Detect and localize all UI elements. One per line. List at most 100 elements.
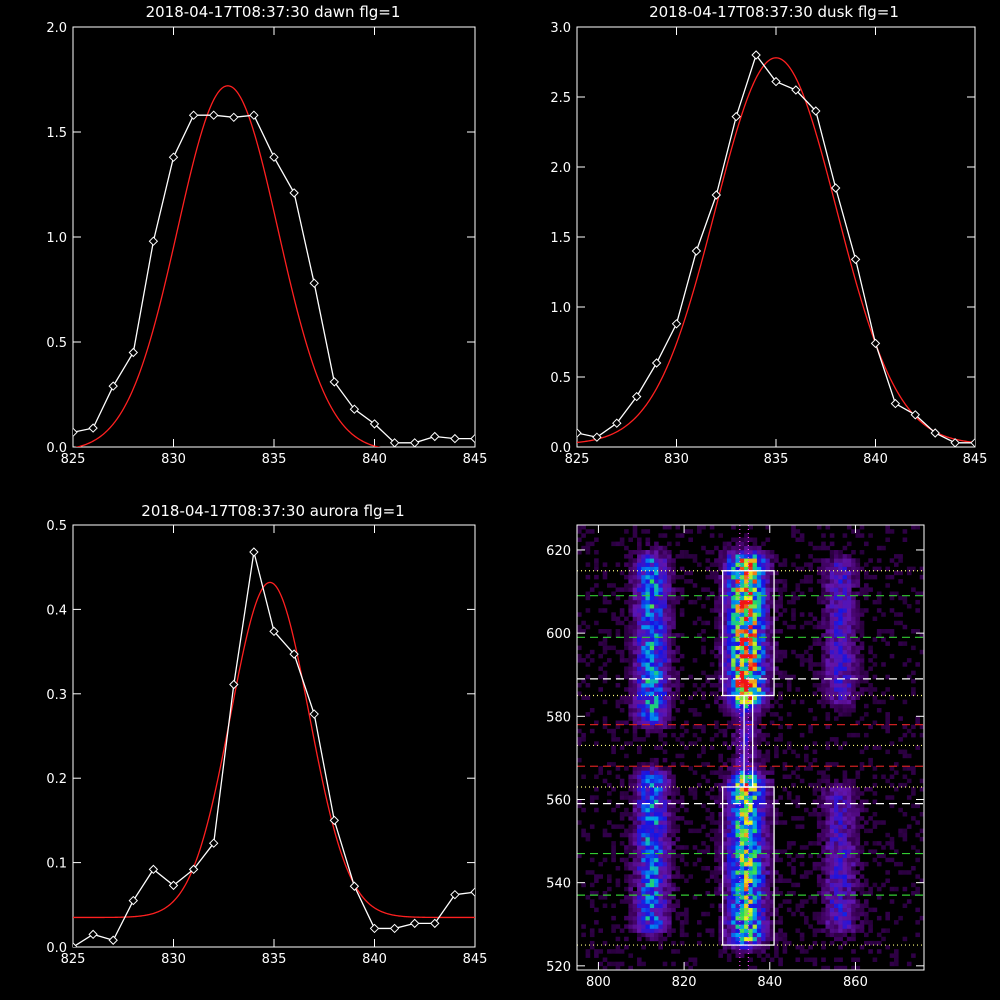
heatmap-cell [838, 599, 843, 605]
heatmap-cell [744, 624, 749, 630]
heatmap-cell [842, 870, 848, 875]
heatmap-cell [881, 928, 886, 933]
heatmap-cell [919, 878, 924, 883]
heatmap-cell [658, 662, 663, 667]
heatmap-cell [744, 836, 749, 842]
heatmap-cell [744, 691, 749, 696]
heatmap-cell [829, 878, 835, 883]
heatmap-cell [821, 541, 826, 547]
heatmap-cell [761, 583, 766, 588]
heatmap-cell [752, 745, 758, 750]
heatmap-cell [829, 891, 835, 896]
heatmap-cell [722, 812, 728, 817]
heatmap-cell [825, 907, 831, 913]
heatmap-cell [649, 695, 655, 700]
heatmap-cell [846, 595, 852, 601]
heatmap-cell [774, 616, 779, 621]
heatmap-cell [752, 803, 758, 809]
heatmap-cell [739, 562, 745, 567]
heatmap-cell [838, 849, 843, 854]
heatmap-cell [744, 604, 749, 609]
heatmap-cell [598, 641, 603, 646]
heatmap-cell [709, 932, 715, 938]
heatmap-cell [842, 708, 848, 713]
heatmap-cell [726, 649, 732, 655]
heatmap-cell [671, 762, 676, 767]
heatmap-cell [842, 678, 848, 684]
heatmap-cell [722, 579, 728, 584]
heatmap-cell [739, 874, 745, 879]
heatmap-cell [752, 774, 758, 779]
heatmap-cell [658, 579, 663, 584]
heatmap-cell [846, 666, 852, 671]
heatmap-cell [752, 587, 758, 592]
heatmap-cell [744, 799, 749, 804]
heatmap-cell [722, 832, 728, 838]
heatmap-cell [859, 924, 865, 929]
heatmap-cell [846, 853, 852, 859]
heatmap-cell [718, 633, 723, 638]
data-point-marker [870, 338, 881, 349]
heatmap-cell [744, 891, 749, 896]
heatmap-cell [731, 841, 736, 846]
heatmap-cell [658, 666, 663, 671]
heatmap-cell [769, 832, 775, 838]
heatmap-cell [628, 653, 633, 659]
heatmap-cell [645, 604, 651, 609]
heatmap-cell [851, 570, 856, 576]
heatmap-cell [585, 529, 591, 534]
heatmap-cell [761, 737, 766, 742]
heatmap-cell [632, 666, 638, 671]
heatmap-cell [834, 874, 839, 879]
heatmap-cell [756, 662, 762, 667]
heatmap-cell [671, 732, 676, 738]
heatmap-cell [658, 853, 663, 859]
heatmap-cell [821, 828, 826, 834]
heatmap-cell [898, 570, 903, 576]
heatmap-cell [915, 745, 920, 750]
heatmap-cell [829, 637, 835, 642]
heatmap-cell [739, 545, 745, 551]
heatmap-cell [855, 624, 861, 630]
heatmap-cell [774, 920, 779, 925]
heatmap-cell [846, 841, 852, 846]
heatmap-cell [731, 599, 736, 605]
heatmap-cell [701, 683, 706, 688]
heatmap-cell [726, 791, 732, 796]
heatmap-cell [632, 574, 638, 580]
heatmap-cell [662, 757, 668, 763]
heatmap-cell [705, 620, 711, 626]
heatmap-cell [641, 853, 646, 859]
heatmap-cell [868, 924, 873, 929]
heatmap-cell [808, 957, 813, 962]
heatmap-cell [589, 857, 595, 863]
heatmap-cell [881, 699, 886, 705]
heatmap-cell [731, 616, 736, 621]
heatmap-cell [615, 703, 621, 709]
heatmap-cell [756, 907, 762, 913]
heatmap-cell [859, 645, 865, 651]
heatmap-cell [864, 799, 869, 804]
heatmap-cell [709, 737, 715, 742]
heatmap-cell [615, 878, 621, 883]
heatmap-cell [654, 936, 659, 942]
heatmap-cell [649, 708, 655, 713]
heatmap-cell [885, 529, 890, 534]
heatmap-cell [756, 812, 762, 817]
heatmap-cell [851, 649, 856, 655]
heatmap-cell [658, 712, 663, 717]
heatmap-cell [645, 882, 651, 888]
heatmap-cell [834, 920, 839, 925]
heatmap-cell [859, 587, 865, 592]
heatmap-cell [816, 878, 822, 883]
heatmap-cell [911, 953, 916, 958]
heatmap-cell [722, 845, 728, 850]
heatmap-cell [876, 895, 882, 900]
heatmap-cell [607, 782, 612, 788]
heatmap-cell [752, 662, 758, 667]
heatmap-cell [821, 583, 826, 588]
heatmap-cell [748, 708, 753, 713]
heatmap-cell [598, 895, 603, 900]
heatmap-cell [885, 778, 890, 784]
heatmap-cell [842, 687, 848, 692]
